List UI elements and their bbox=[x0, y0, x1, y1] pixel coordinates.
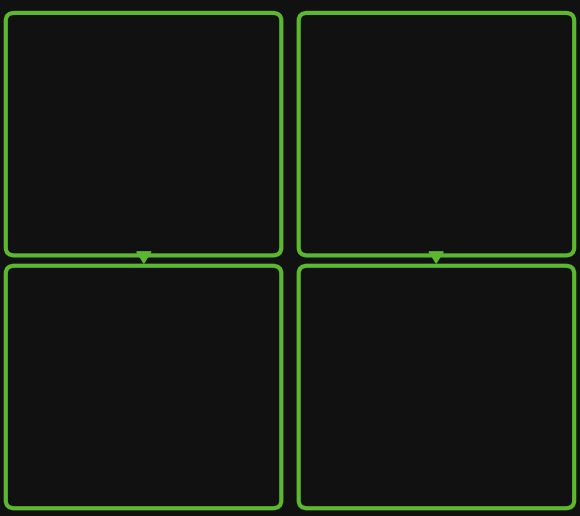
Circle shape bbox=[142, 119, 154, 131]
Text: 5: 5 bbox=[209, 120, 216, 130]
Text: 5: 5 bbox=[502, 121, 509, 130]
Text: 2: 2 bbox=[164, 59, 172, 69]
Wedge shape bbox=[382, 125, 441, 224]
Wedge shape bbox=[441, 94, 540, 156]
Wedge shape bbox=[441, 45, 535, 125]
Wedge shape bbox=[346, 125, 441, 205]
Wedge shape bbox=[441, 125, 535, 205]
Wedge shape bbox=[148, 45, 242, 125]
Wedge shape bbox=[148, 125, 206, 224]
Text: 10: 10 bbox=[215, 357, 228, 367]
Text: 12:03:00: 12:03:00 bbox=[49, 384, 103, 395]
Circle shape bbox=[435, 119, 447, 131]
Text: 10: 10 bbox=[487, 158, 499, 168]
Text: 2: 2 bbox=[458, 59, 464, 68]
Text: 12:04:00: 12:04:00 bbox=[49, 357, 103, 367]
Wedge shape bbox=[148, 94, 247, 156]
Text: 4: 4 bbox=[215, 412, 222, 423]
Wedge shape bbox=[148, 125, 242, 205]
Text: 4: 4 bbox=[196, 82, 204, 92]
Wedge shape bbox=[49, 94, 148, 156]
Wedge shape bbox=[89, 26, 148, 125]
Text: 2: 2 bbox=[215, 440, 222, 450]
Wedge shape bbox=[441, 125, 499, 224]
Wedge shape bbox=[53, 125, 148, 205]
Wedge shape bbox=[148, 26, 206, 125]
Wedge shape bbox=[342, 94, 441, 156]
Wedge shape bbox=[441, 26, 499, 125]
Text: 5: 5 bbox=[215, 384, 222, 395]
Text: 10: 10 bbox=[193, 158, 208, 168]
Wedge shape bbox=[382, 26, 441, 125]
Wedge shape bbox=[89, 125, 148, 224]
Text: 4: 4 bbox=[490, 83, 496, 92]
Text: 12:02:00: 12:02:00 bbox=[49, 412, 103, 423]
Text: 12:01:00: 12:01:00 bbox=[49, 440, 103, 450]
Wedge shape bbox=[346, 45, 441, 125]
Wedge shape bbox=[53, 45, 148, 125]
